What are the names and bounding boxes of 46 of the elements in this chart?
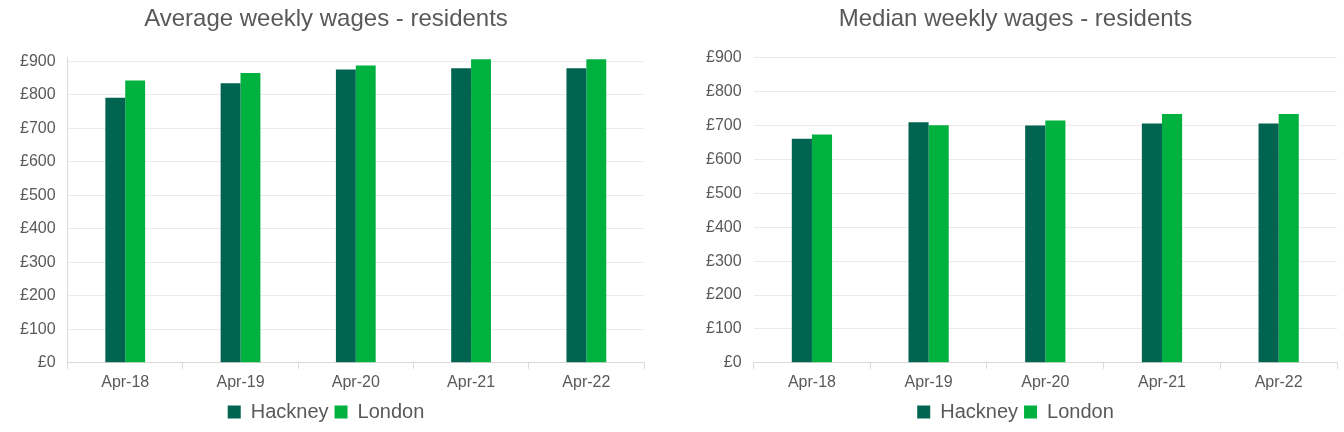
- y-tick-label: £800: [706, 82, 742, 100]
- bar: [471, 59, 491, 363]
- y-tick-label: £500: [20, 185, 56, 203]
- bar: [220, 83, 241, 363]
- y-tick-label: £700: [20, 118, 56, 136]
- y-tick-label: £500: [706, 183, 742, 201]
- x-tick-label: Apr-22: [562, 372, 611, 390]
- y-tick-label: £300: [20, 252, 56, 270]
- y-tick-label: £800: [20, 85, 56, 103]
- bar: [586, 59, 607, 363]
- legend-label: London: [357, 399, 425, 422]
- y-tick-label: £100: [20, 319, 56, 337]
- bar: [125, 80, 146, 363]
- y-tick-label: £200: [20, 286, 56, 304]
- legend-label: Hackney: [940, 399, 1019, 422]
- x-tick-label: Apr-18: [787, 372, 837, 390]
- chart-title: Median weekly wages - residents: [838, 4, 1193, 32]
- bar: [105, 97, 126, 363]
- y-tick-label: £900: [706, 48, 742, 66]
- x-tick-label: Apr-21: [447, 372, 496, 390]
- y-tick-label: £300: [706, 251, 742, 269]
- y-tick-label: £600: [706, 149, 742, 167]
- x-tick-label: Apr-19: [216, 372, 265, 390]
- bar: [355, 65, 376, 363]
- legend-label: Hackney: [250, 399, 329, 422]
- y-tick-label: £200: [706, 285, 742, 303]
- bar: [566, 68, 587, 363]
- bar: [335, 69, 356, 363]
- x-tick-label: Apr-20: [331, 372, 380, 390]
- chart-title: Average weekly wages - residents: [144, 4, 508, 32]
- bar: [240, 72, 261, 363]
- y-tick-label: £600: [20, 152, 56, 170]
- y-tick-label: £900: [20, 51, 56, 69]
- x-tick-label: Apr-21: [1137, 372, 1187, 390]
- y-tick-label: £0: [723, 353, 742, 371]
- x-tick-label: Apr-22: [1254, 372, 1303, 390]
- x-tick-label: Apr-20: [1021, 372, 1070, 390]
- bar: [451, 68, 472, 363]
- y-tick-label: £700: [706, 115, 742, 133]
- legend-label: London: [1047, 399, 1114, 422]
- y-tick-label: £0: [37, 353, 56, 371]
- x-tick-label: Apr-18: [101, 372, 150, 390]
- y-tick-label: £400: [706, 217, 742, 235]
- x-tick-label: Apr-19: [904, 372, 953, 390]
- y-tick-label: £400: [20, 219, 56, 237]
- y-tick-label: £100: [706, 319, 742, 337]
